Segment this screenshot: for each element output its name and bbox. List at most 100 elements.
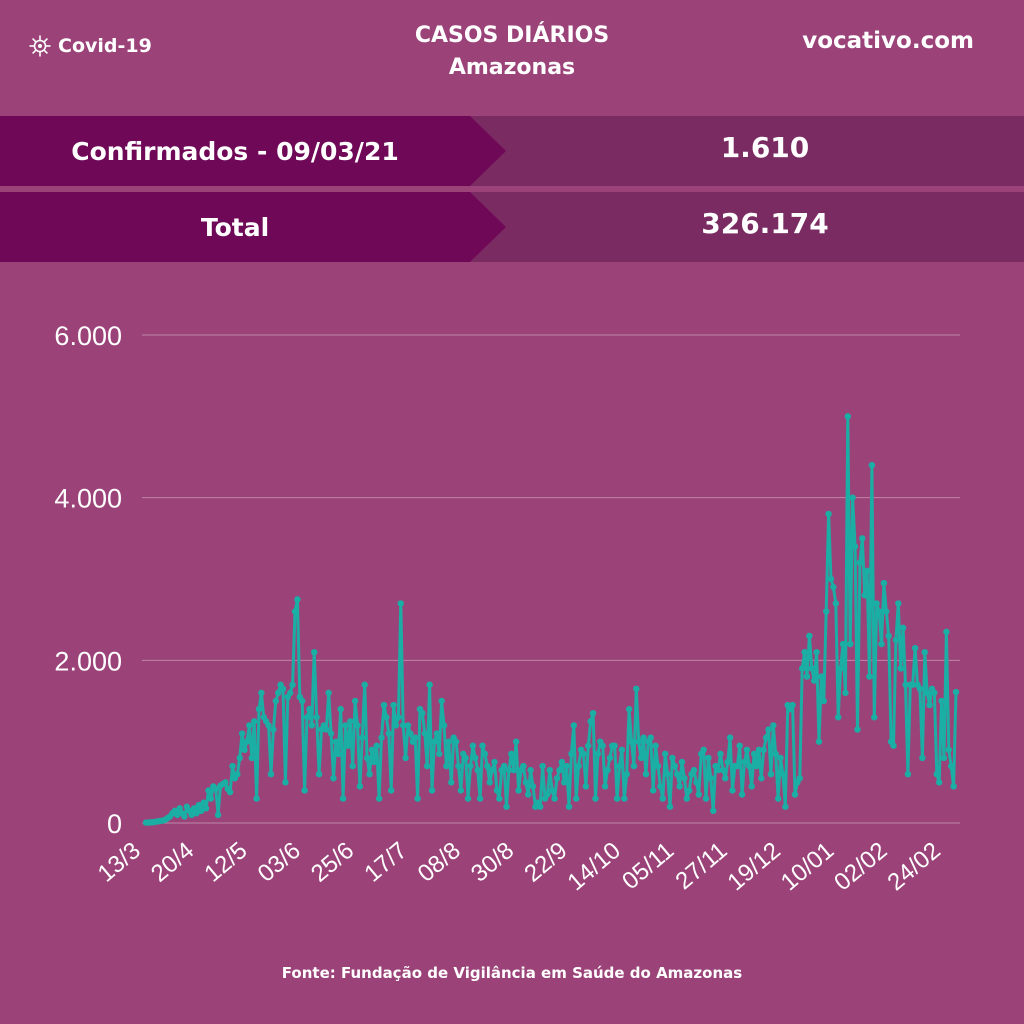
- data-point: [861, 592, 868, 599]
- data-point: [356, 783, 364, 790]
- data-point: [294, 596, 301, 603]
- total-value-box: 326.174: [470, 192, 1024, 262]
- total-arrow: [470, 192, 506, 262]
- data-point: [851, 543, 859, 550]
- data-point: [527, 766, 534, 774]
- data-point: [351, 697, 359, 705]
- y-tick-label: 4.000: [54, 484, 122, 514]
- data-point: [767, 771, 775, 778]
- data-point: [476, 795, 484, 802]
- x-tick-label: 10/01: [776, 837, 839, 896]
- data-point: [671, 762, 678, 770]
- data-point: [311, 649, 318, 656]
- data-point: [558, 758, 566, 766]
- data-point: [491, 758, 498, 766]
- data-point: [440, 722, 448, 729]
- data-point: [705, 754, 712, 762]
- data-point: [863, 567, 871, 575]
- data-point: [654, 762, 662, 770]
- data-point: [193, 810, 200, 817]
- data-point: [469, 742, 477, 749]
- data-point: [589, 710, 597, 717]
- x-tick-label: 03/6: [253, 837, 306, 888]
- data-point: [772, 750, 779, 758]
- data-point: [347, 718, 354, 725]
- data-point: [625, 705, 633, 713]
- data-point: [226, 788, 234, 796]
- data-point: [299, 697, 306, 705]
- data-point: [315, 771, 323, 778]
- x-tick-label: 20/4: [146, 837, 199, 888]
- y-tick-label: 2.000: [54, 646, 122, 676]
- data-point: [486, 779, 493, 786]
- data-point: [438, 697, 445, 705]
- data-point: [510, 766, 517, 774]
- data-point: [604, 766, 611, 774]
- data-point: [659, 795, 666, 802]
- data-point: [702, 795, 710, 802]
- data-point: [270, 726, 277, 733]
- data-point: [335, 750, 342, 758]
- series-daily-cases: [142, 413, 960, 826]
- data-point: [673, 771, 681, 778]
- data-point: [815, 738, 823, 745]
- data-point: [443, 762, 450, 770]
- data-point: [722, 775, 729, 782]
- data-point: [594, 750, 602, 758]
- data-point: [724, 758, 731, 766]
- data-point: [539, 762, 546, 770]
- data-point: [844, 413, 852, 420]
- data-point: [387, 787, 395, 794]
- confirmed-value: 1.610: [720, 131, 810, 164]
- data-point: [734, 762, 741, 770]
- x-tick-label: 17/7: [359, 837, 412, 888]
- x-tick-label: 08/8: [413, 837, 466, 888]
- data-point: [798, 665, 806, 672]
- data-point: [587, 718, 594, 725]
- data-point: [404, 722, 412, 729]
- data-point: [378, 734, 385, 741]
- data-point: [363, 754, 371, 762]
- title-line-1: CASOS DIÁRIOS: [414, 23, 610, 48]
- data-point: [758, 775, 765, 782]
- data-point: [842, 689, 849, 697]
- data-point: [810, 677, 818, 684]
- data-point: [265, 722, 272, 729]
- data-point: [467, 762, 474, 770]
- data-point: [741, 758, 748, 766]
- data-point: [779, 771, 787, 778]
- data-point: [777, 754, 784, 762]
- data-point: [947, 762, 955, 770]
- data-point: [803, 673, 811, 680]
- data-point: [916, 685, 924, 692]
- data-point: [399, 722, 407, 729]
- data-point: [736, 742, 743, 749]
- total-value: 326.174: [701, 207, 829, 240]
- data-point: [823, 608, 830, 615]
- confirmed-arrow: [470, 116, 506, 186]
- data-point: [229, 762, 236, 770]
- data-point: [551, 795, 558, 802]
- data-point: [246, 722, 253, 729]
- data-point: [212, 785, 219, 793]
- data-point: [902, 681, 909, 688]
- data-point: [868, 461, 876, 469]
- data-point: [464, 795, 472, 802]
- data-point: [919, 754, 926, 762]
- data-point: [366, 771, 373, 778]
- y-tick-label: 6.000: [54, 321, 122, 351]
- data-point: [428, 787, 436, 794]
- data-point: [426, 681, 433, 688]
- series-line: [146, 414, 958, 825]
- data-point: [774, 795, 782, 802]
- data-point: [493, 787, 501, 794]
- data-point: [940, 754, 948, 762]
- data-point: [556, 766, 563, 774]
- data-point: [484, 762, 491, 770]
- data-point: [611, 742, 618, 749]
- data-point: [342, 722, 349, 729]
- data-point: [666, 803, 674, 810]
- x-tick-label: 27/11: [671, 837, 733, 895]
- data-point: [214, 811, 222, 819]
- data-point: [291, 608, 299, 615]
